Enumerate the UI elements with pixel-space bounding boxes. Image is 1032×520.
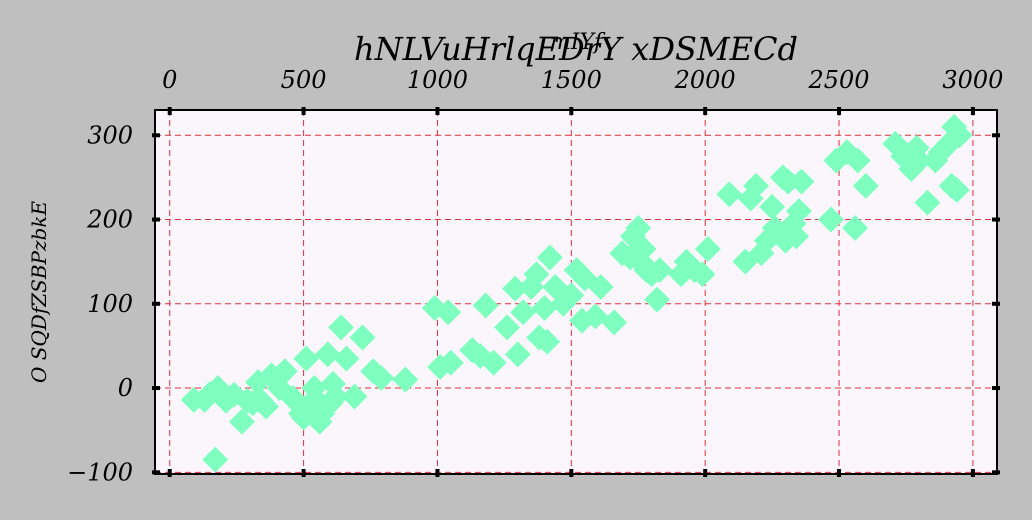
x-tick-label: 0	[162, 66, 177, 94]
data-point	[906, 147, 933, 174]
data-point	[558, 282, 585, 309]
x-tick-label: 2000	[674, 66, 736, 94]
data-point	[788, 168, 815, 195]
data-point	[743, 172, 770, 199]
data-point	[510, 299, 537, 326]
data-point	[852, 172, 879, 199]
x-tick-label: 1500	[541, 66, 602, 94]
y-tick-label: 100	[87, 290, 133, 318]
data-point	[601, 309, 628, 336]
data-point	[783, 223, 810, 250]
data-point	[625, 214, 652, 241]
data-point	[914, 189, 941, 216]
data-point	[368, 364, 395, 391]
data-point	[229, 408, 256, 435]
data-point	[392, 366, 419, 393]
data-point	[253, 393, 280, 420]
x-tick-label: 1000	[407, 66, 468, 94]
axis-ticks: 0 500 1000 1500 2000 2500 3000 −100 0 100 200 300	[67, 66, 1003, 486]
data-point	[946, 122, 973, 149]
data-point	[349, 324, 376, 351]
data-point	[322, 383, 349, 410]
data-point	[694, 236, 721, 263]
data-point	[689, 261, 716, 288]
data-point	[775, 168, 802, 195]
data-point	[328, 314, 355, 341]
data-point	[844, 147, 871, 174]
data-point	[587, 273, 614, 300]
data-point	[333, 345, 360, 372]
data-point	[531, 295, 558, 322]
data-point	[759, 193, 786, 220]
data-point	[494, 314, 521, 341]
data-points	[180, 113, 973, 473]
data-point	[523, 261, 550, 288]
data-point	[437, 349, 464, 376]
data-point	[202, 446, 229, 473]
data-point	[646, 257, 673, 284]
data-point	[435, 299, 462, 326]
data-point	[842, 214, 869, 241]
data-point	[716, 181, 743, 208]
data-point	[472, 292, 499, 319]
data-point	[536, 244, 563, 271]
data-point	[341, 383, 368, 410]
y-tick-label: 0	[118, 374, 133, 402]
data-point	[504, 341, 531, 368]
y-tick-label: −100	[67, 458, 133, 486]
data-point	[943, 177, 970, 204]
x-tick-label: 2500	[808, 66, 870, 94]
x-tick-label: 500	[281, 66, 327, 94]
y-tick-label: 300	[87, 121, 133, 149]
data-point	[818, 206, 845, 233]
y-tick-label: 200	[86, 206, 133, 234]
data-point	[480, 349, 507, 376]
x-axis-label: mIYf	[550, 30, 606, 55]
y-axis-label: O SQDfZSBPzbkE	[27, 201, 51, 384]
data-point	[643, 286, 670, 313]
data-point	[293, 345, 320, 372]
data-point	[314, 341, 341, 368]
data-point	[534, 328, 561, 355]
plot-frame	[154, 109, 998, 475]
data-point	[502, 275, 529, 302]
chart-title: hNLVuHrlqEDrY xDSMECd	[354, 30, 798, 68]
data-point	[630, 236, 657, 263]
data-point	[785, 198, 812, 225]
data-point	[271, 358, 298, 385]
x-tick-label: 3000	[942, 66, 1003, 94]
